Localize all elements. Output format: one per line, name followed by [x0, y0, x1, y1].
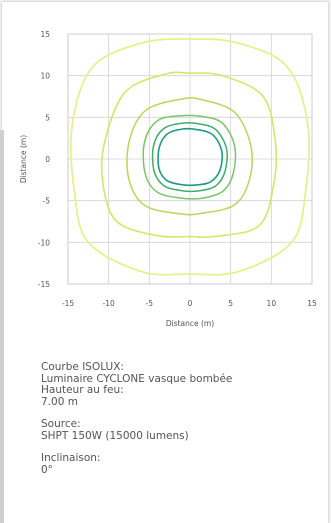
x-tick-label: 0: [188, 299, 193, 308]
y-axis-label: Distance (m): [19, 135, 28, 183]
y-tick-label: 0: [45, 155, 50, 164]
y-tick-label: -10: [38, 238, 50, 247]
isolux-contour-2: [100, 71, 278, 239]
y-tick-label: 5: [45, 113, 50, 122]
info-line: Courbe ISOLUX:: [41, 361, 124, 373]
info-block: Inclinaison: 0°: [41, 452, 311, 476]
info-line: Inclinaison:: [41, 452, 101, 464]
x-tick-label: -5: [146, 299, 154, 308]
left-edge-bar: [0, 130, 4, 523]
x-tick-label: -15: [62, 299, 74, 308]
info-panel: Courbe ISOLUX: Luminaire CYCLONE vasque b…: [41, 361, 311, 487]
info-line: 0°: [41, 463, 53, 476]
y-tick-label: 15: [40, 30, 50, 39]
info-line: Source:: [41, 418, 81, 430]
y-tick-label: -15: [38, 280, 50, 289]
x-axis-label: Distance (m): [166, 319, 214, 328]
x-tick-label: 10: [267, 299, 277, 308]
plot-frame: [67, 33, 313, 285]
isolux-contour-3: [126, 97, 254, 216]
info-line: 7.00 m: [41, 395, 78, 408]
y-tick-label: -5: [43, 197, 51, 206]
isolux-contour-4: [142, 114, 237, 200]
info-line: Hauteur au feu:: [41, 384, 124, 396]
contour-lines: [69, 38, 311, 276]
info-line: Luminaire CYCLONE vasque bombée: [41, 372, 233, 385]
x-tick-label: 5: [228, 299, 233, 308]
isolux-contour-5: [151, 122, 228, 193]
x-tick-label: 15: [307, 299, 317, 308]
isolux-contour-6: [157, 127, 224, 187]
y-tick-label: 10: [40, 72, 50, 81]
x-tick-label: -10: [103, 299, 115, 308]
tick-labels: -15 -10 -5 0 5 10 15 15 10 5 0 -5 -10 -15: [38, 30, 317, 308]
isolux-chart: -15 -10 -5 0 5 10 15 15 10 5 0 -5 -10 -15 Distance (m…: [19, 30, 317, 328]
chart-grid: [67, 33, 313, 285]
isolux-contour-1: [69, 38, 311, 276]
info-line: SHPT 150W (15000 lumens): [41, 429, 189, 442]
info-block: Source: SHPT 150W (15000 lumens): [41, 418, 311, 442]
info-block: Courbe ISOLUX: Luminaire CYCLONE vasque b…: [41, 361, 311, 408]
